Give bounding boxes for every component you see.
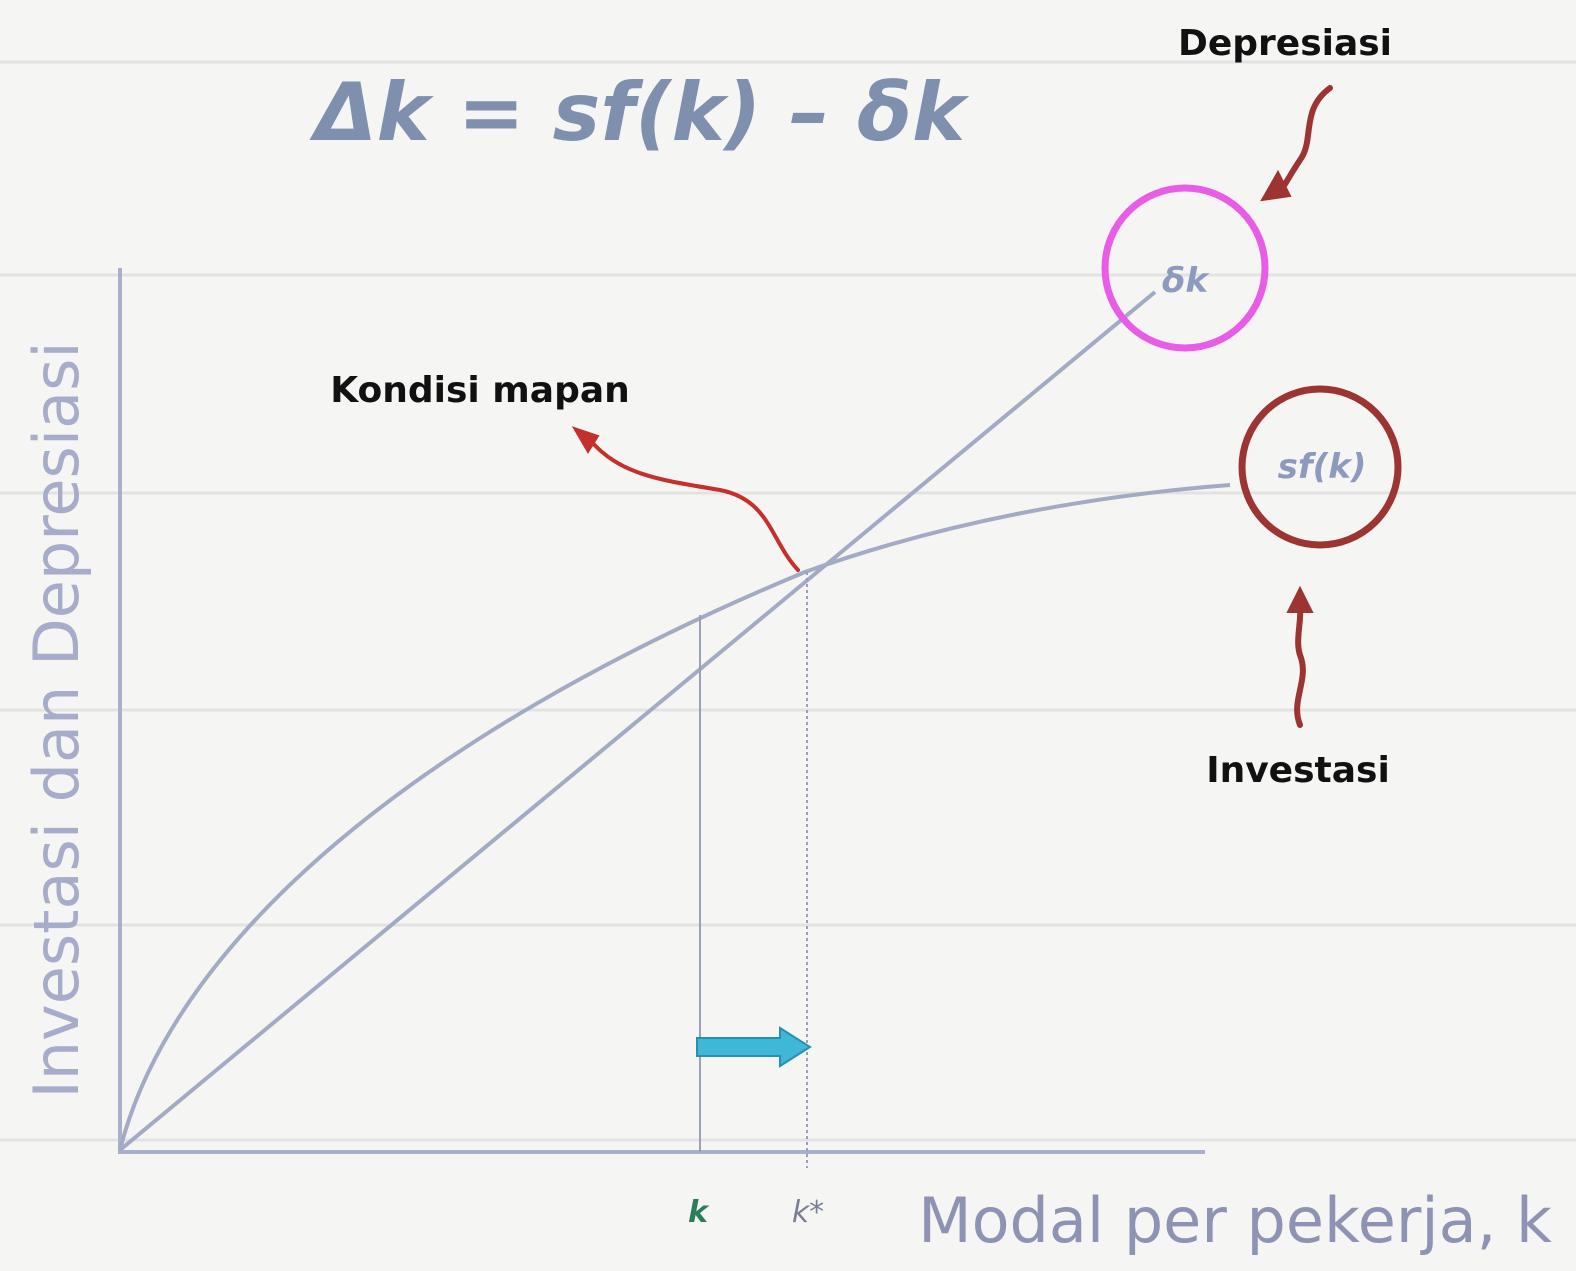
depreciation-line (118, 290, 1157, 1152)
annotation-arrows (1260, 85, 1333, 728)
investment-annotation: Investasi (1206, 750, 1390, 791)
steady-state-arrow (571, 426, 800, 572)
investment-circle (1238, 385, 1402, 549)
depreciation-curve-label: δk (1162, 261, 1210, 301)
steady-state-annotation: Kondisi mapan (330, 370, 630, 411)
k-label: k (688, 1195, 710, 1230)
y-axis-label: Investasi dan Depresiasi (20, 341, 93, 1098)
x-axis-label: Modal per pekerja, k (918, 1184, 1552, 1257)
depreciation-circle (1101, 184, 1269, 352)
background-lines (0, 60, 1576, 1142)
k-star-label: k* (792, 1195, 824, 1230)
investment-curve (118, 483, 1231, 1151)
investment-curve-label: sf(k) (1278, 447, 1367, 487)
formula: Δk = sf(k) – δk (309, 66, 970, 159)
shift-arrow (696, 1026, 812, 1068)
depreciation-annotation: Depresiasi (1178, 23, 1392, 64)
